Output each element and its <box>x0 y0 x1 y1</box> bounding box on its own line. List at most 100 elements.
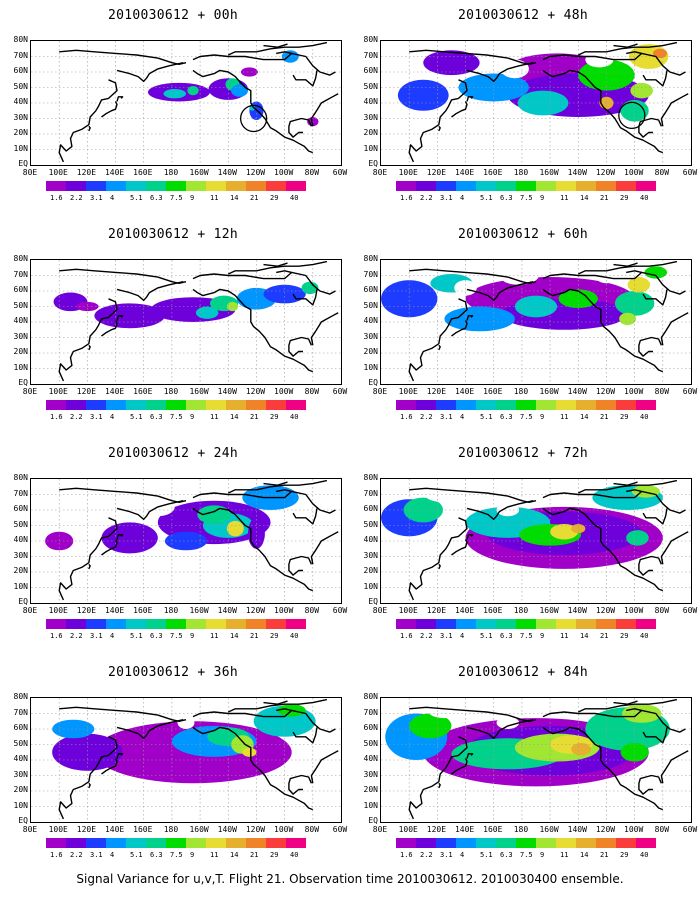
lat-tick-label: 10N <box>13 143 28 153</box>
lat-tick-label: 50N <box>13 519 28 529</box>
colorbar-label: 40 <box>640 632 649 640</box>
colorbar-swatch <box>556 838 576 848</box>
coastline <box>466 534 474 540</box>
coastline <box>228 698 328 713</box>
colorbar-swatch <box>46 400 66 410</box>
lon-tick-label: 80E <box>22 387 38 396</box>
colorbar-swatch <box>206 181 226 191</box>
lon-tick-label: 100W <box>624 168 644 177</box>
lat-tick-label: 30N <box>13 331 28 341</box>
coastline <box>192 507 314 592</box>
lat-tick-label: 60N <box>13 723 28 732</box>
colorbar-label: 9 <box>540 632 545 640</box>
map-area <box>380 40 692 166</box>
colorbar-label: 29 <box>620 413 629 421</box>
coastline <box>288 774 313 795</box>
colorbar-label: 40 <box>640 413 649 421</box>
colorbar-label: 40 <box>290 632 299 640</box>
lon-tick-label: 80W <box>304 606 320 615</box>
variance-contour <box>550 523 579 540</box>
colorbar-swatch <box>206 619 226 629</box>
coastline <box>192 709 336 733</box>
colorbar-label: 11 <box>210 851 219 859</box>
lon-tick-label: 160W <box>189 168 209 177</box>
colorbar-label: 11 <box>210 413 219 421</box>
coastline <box>626 51 642 55</box>
lat-tick-label: 40N <box>13 316 28 325</box>
colorbar-swatch <box>396 838 416 848</box>
lon-tick-label: 160E <box>133 168 153 177</box>
forecast-panel-84h: 2010030612 + 84h 80N 70N 60N 50N 40N 30N 20N 10N… <box>358 665 698 885</box>
colorbar-swatch <box>106 619 126 629</box>
colorbar-label: 29 <box>270 194 279 202</box>
colorbar <box>396 619 656 629</box>
variance-contour <box>619 312 637 326</box>
colorbar-label: 1.6 <box>50 194 63 202</box>
colorbar-swatch <box>456 838 476 848</box>
colorbar-label: 3.1 <box>90 413 103 421</box>
colorbar-label: 21 <box>250 413 259 421</box>
colorbar-swatch <box>266 838 286 848</box>
colorbar-swatch <box>416 838 436 848</box>
lon-tick-label: 140W <box>567 387 587 396</box>
coastline <box>408 736 468 820</box>
lat-tick-label: 50N <box>363 300 378 310</box>
colorbar-swatch <box>166 181 186 191</box>
colorbar-label: 3.1 <box>90 851 103 859</box>
lon-tick-label: 140W <box>567 606 587 615</box>
colorbar-label: 5.1 <box>130 194 143 202</box>
lon-tick-label: 120E <box>426 168 447 177</box>
colorbar-label: 11 <box>560 413 569 421</box>
colorbar-label: 2.2 <box>420 194 433 202</box>
coastline <box>438 125 441 132</box>
colorbar-swatch <box>186 619 206 629</box>
lon-tick-label: 100E <box>48 606 68 615</box>
variance-contour <box>101 522 158 554</box>
coastline <box>59 268 187 284</box>
colorbar <box>46 838 306 848</box>
coastline <box>292 70 318 87</box>
lat-tick-label: 10N <box>363 581 378 591</box>
lat-tick-label: 80N <box>363 692 378 701</box>
colorbar-swatch <box>496 181 516 191</box>
colorbar-label: 11 <box>560 851 569 859</box>
lon-tick-label: 120W <box>245 168 266 177</box>
colorbar-label: 9 <box>540 413 545 421</box>
lat-tick-label: 70N <box>13 488 28 498</box>
colorbar <box>46 619 306 629</box>
colorbar-label: 3.1 <box>90 632 103 640</box>
coastline <box>88 125 91 132</box>
colorbar-swatch <box>516 838 536 848</box>
colorbar-label: 2.2 <box>420 851 433 859</box>
colorbar-label: 21 <box>250 194 259 202</box>
colorbar-swatch <box>246 181 266 191</box>
colorbar-label: 7.5 <box>170 194 183 202</box>
lon-tick-label: 140E <box>104 606 125 615</box>
colorbar-label: 7.5 <box>170 851 183 859</box>
colorbar-label: 21 <box>600 851 609 859</box>
coastline <box>660 312 689 346</box>
colorbar-swatch <box>106 838 126 848</box>
colorbar-label: 4 <box>460 194 465 202</box>
colorbar-label: 5.1 <box>130 632 143 640</box>
colorbar-label: 11 <box>210 194 219 202</box>
lon-tick-label: 80W <box>654 168 670 177</box>
panel-title: 2010030612 + 24h <box>107 446 239 461</box>
lat-tick-label: EQ <box>18 159 28 168</box>
coastline <box>310 750 339 784</box>
coastline <box>116 753 124 759</box>
colorbar-label: 6.3 <box>500 632 513 640</box>
variance-contour <box>578 59 635 91</box>
lon-tick-label: 100W <box>274 606 294 615</box>
lat-tick-label: 80N <box>13 35 28 44</box>
lat-tick-label: 70N <box>363 269 378 279</box>
variance-contour <box>381 280 438 318</box>
coastline <box>542 288 664 373</box>
lon-tick-label: 180 <box>163 168 179 177</box>
lon-tick-label: 80W <box>654 606 670 615</box>
coastline <box>542 726 664 811</box>
coastline <box>59 706 187 722</box>
lat-tick-label: 30N <box>363 769 378 779</box>
variance-contour <box>195 306 219 319</box>
coastline <box>276 51 292 55</box>
